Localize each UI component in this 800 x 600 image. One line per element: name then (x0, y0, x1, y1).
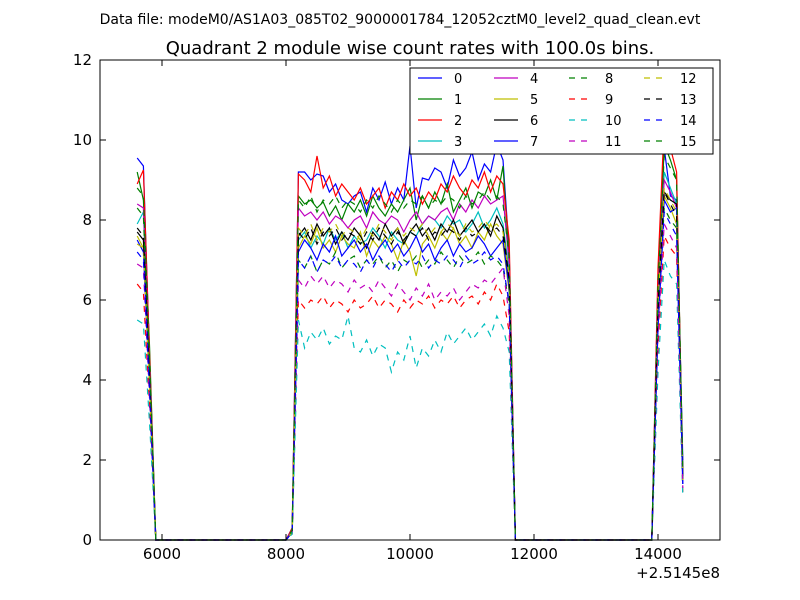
legend-label-6: 6 (530, 114, 538, 129)
legend-label-11: 11 (605, 135, 622, 150)
y-tick-label: 12 (73, 51, 92, 69)
x-tick-label: 8000 (267, 545, 305, 563)
series-line-14 (136, 209, 684, 541)
x-tick-label: 12000 (510, 545, 558, 563)
plot-lines (136, 123, 684, 541)
series-line-4 (136, 177, 684, 541)
series-line-3 (136, 171, 684, 541)
series-line-8 (136, 205, 684, 541)
legend-label-5: 5 (530, 93, 538, 108)
legend-label-13: 13 (680, 93, 697, 108)
x-tick-label: 14000 (634, 545, 682, 563)
series-line-0 (136, 141, 684, 541)
legend-label-3: 3 (454, 135, 462, 150)
legend-label-15: 15 (680, 135, 697, 150)
series-line-9 (136, 233, 684, 541)
legend-label-1: 1 (454, 93, 462, 108)
y-tick-label: 0 (82, 531, 92, 549)
legend-label-4: 4 (530, 72, 538, 87)
series-line-10 (136, 259, 684, 541)
legend-label-12: 12 (680, 72, 697, 87)
legend-label-10: 10 (605, 114, 622, 129)
x-tick-label: 10000 (386, 545, 434, 563)
legend-label-14: 14 (680, 114, 697, 129)
series-line-2 (136, 123, 684, 541)
legend-label-9: 9 (605, 93, 613, 108)
x-offset-label: +2.5145e8 (636, 564, 720, 582)
legend-frame (409, 67, 714, 155)
series-line-6 (136, 190, 684, 541)
y-tick-label: 4 (82, 371, 92, 389)
y-tick-label: 2 (82, 451, 92, 469)
series-line-12 (136, 185, 684, 541)
x-axis: 6000 8000 10000 12000 14000 (143, 60, 682, 563)
legend-label-8: 8 (605, 72, 613, 87)
chart-title: Quadrant 2 module wise count rates with … (166, 38, 655, 59)
series-line-1 (136, 143, 684, 541)
y-tick-label: 10 (73, 131, 92, 149)
series-line-13 (136, 189, 684, 541)
series-line-11 (136, 221, 684, 541)
legend-label-2: 2 (454, 114, 462, 129)
suptitle: Data file: modeM0/AS1A03_085T02_90000017… (100, 12, 701, 28)
series-line-15 (136, 153, 684, 541)
y-tick-label: 6 (82, 291, 92, 309)
legend-label-7: 7 (530, 135, 538, 150)
legend-label-0: 0 (454, 72, 462, 87)
y-tick-label: 8 (82, 211, 92, 229)
x-tick-label: 6000 (143, 545, 181, 563)
